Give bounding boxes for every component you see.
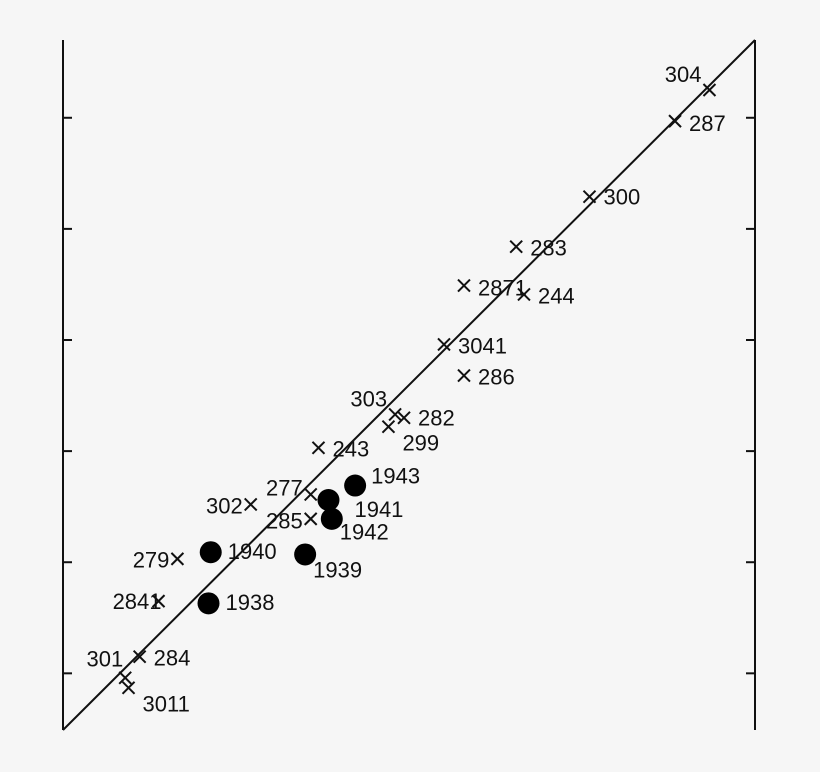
point-label: 303 — [350, 386, 387, 411]
point-label: 299 — [402, 430, 439, 455]
point-label: 304 — [665, 62, 702, 87]
reference-line — [62, 39, 756, 731]
dot-marker — [199, 541, 222, 564]
point-label: 243 — [332, 437, 369, 462]
point-label: 286 — [478, 364, 515, 389]
cross-marker — [397, 411, 411, 425]
cross-marker — [582, 189, 597, 204]
cross-marker — [381, 419, 396, 434]
point-label: 1940 — [228, 539, 277, 564]
cross-marker — [121, 681, 136, 695]
cross-marker — [668, 114, 682, 128]
dot-marker — [320, 507, 343, 530]
cross-marker — [509, 239, 523, 254]
dot-marker — [317, 489, 340, 511]
point-label: 2841 — [113, 589, 162, 614]
point-label: 1943 — [371, 463, 420, 488]
cross-marker — [457, 368, 471, 383]
point-label: 2871 — [478, 275, 527, 300]
point-label: 282 — [418, 406, 455, 431]
cross-marker — [303, 487, 318, 502]
point-label: 1938 — [226, 590, 275, 615]
point-label: 279 — [133, 548, 170, 573]
cross-marker — [311, 441, 326, 455]
point-label: 3041 — [458, 333, 507, 358]
dot-marker — [344, 474, 367, 497]
cross-marker — [437, 337, 451, 352]
cross-marker — [118, 671, 132, 685]
point-label: 244 — [538, 283, 575, 308]
cross-marker — [132, 649, 147, 664]
point-label: 3011 — [143, 692, 190, 717]
cross-marker — [303, 512, 318, 526]
point-label: 1939 — [313, 557, 362, 582]
cross-marker — [244, 497, 258, 512]
dot-marker — [197, 592, 220, 615]
cross-marker — [702, 83, 717, 97]
cross-marker — [170, 552, 185, 566]
point-label: 301 — [86, 647, 123, 672]
point-label: 284 — [154, 645, 191, 670]
point-label: 283 — [530, 235, 567, 260]
point-label: 277 — [266, 475, 303, 500]
point-label: 285 — [266, 509, 303, 534]
point-label: 1941 — [354, 497, 403, 522]
cross-marker — [517, 287, 531, 302]
point-label: 287 — [689, 111, 726, 136]
point-label: 300 — [603, 184, 640, 209]
cross-marker — [388, 407, 402, 422]
point-label: 1942 — [340, 520, 389, 545]
cross-marker — [151, 594, 166, 608]
dot-marker — [294, 543, 317, 566]
cross-marker — [457, 278, 471, 293]
point-label: 302 — [206, 493, 243, 518]
